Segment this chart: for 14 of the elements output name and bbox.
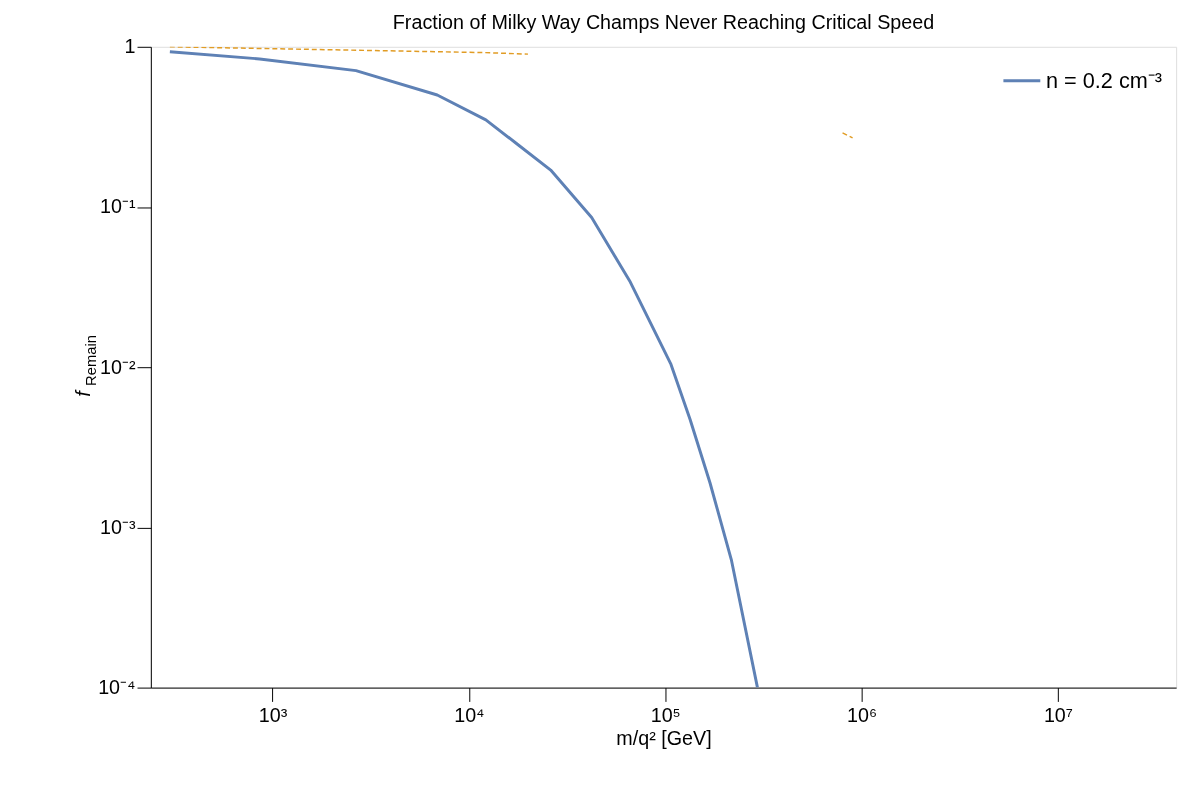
y-tick-label: 10⁻¹ xyxy=(100,195,136,218)
y-tick-label: 10⁻² xyxy=(100,355,136,378)
x-tick-label: 10⁷ xyxy=(1043,703,1073,726)
x-tick-label: 10³ xyxy=(258,703,288,726)
x-tick-label: 10⁴ xyxy=(454,703,485,726)
x-axis-title: m/q² [GeV] xyxy=(616,727,712,750)
chart-title: Fraction of Milky Way Champs Never Reaching Critical Speed xyxy=(392,11,935,34)
legend-label: n = 0.2 cm⁻³ xyxy=(1046,67,1163,93)
y-tick-label: 10⁻³ xyxy=(100,515,136,538)
y-axis-title: fRemain xyxy=(71,335,99,397)
x-tick-label: 10⁶ xyxy=(847,703,878,726)
x-tick-label: 10⁵ xyxy=(650,703,681,726)
y-tick-label: 1 xyxy=(124,35,136,58)
y-tick-label: 10⁻⁴ xyxy=(98,676,136,699)
